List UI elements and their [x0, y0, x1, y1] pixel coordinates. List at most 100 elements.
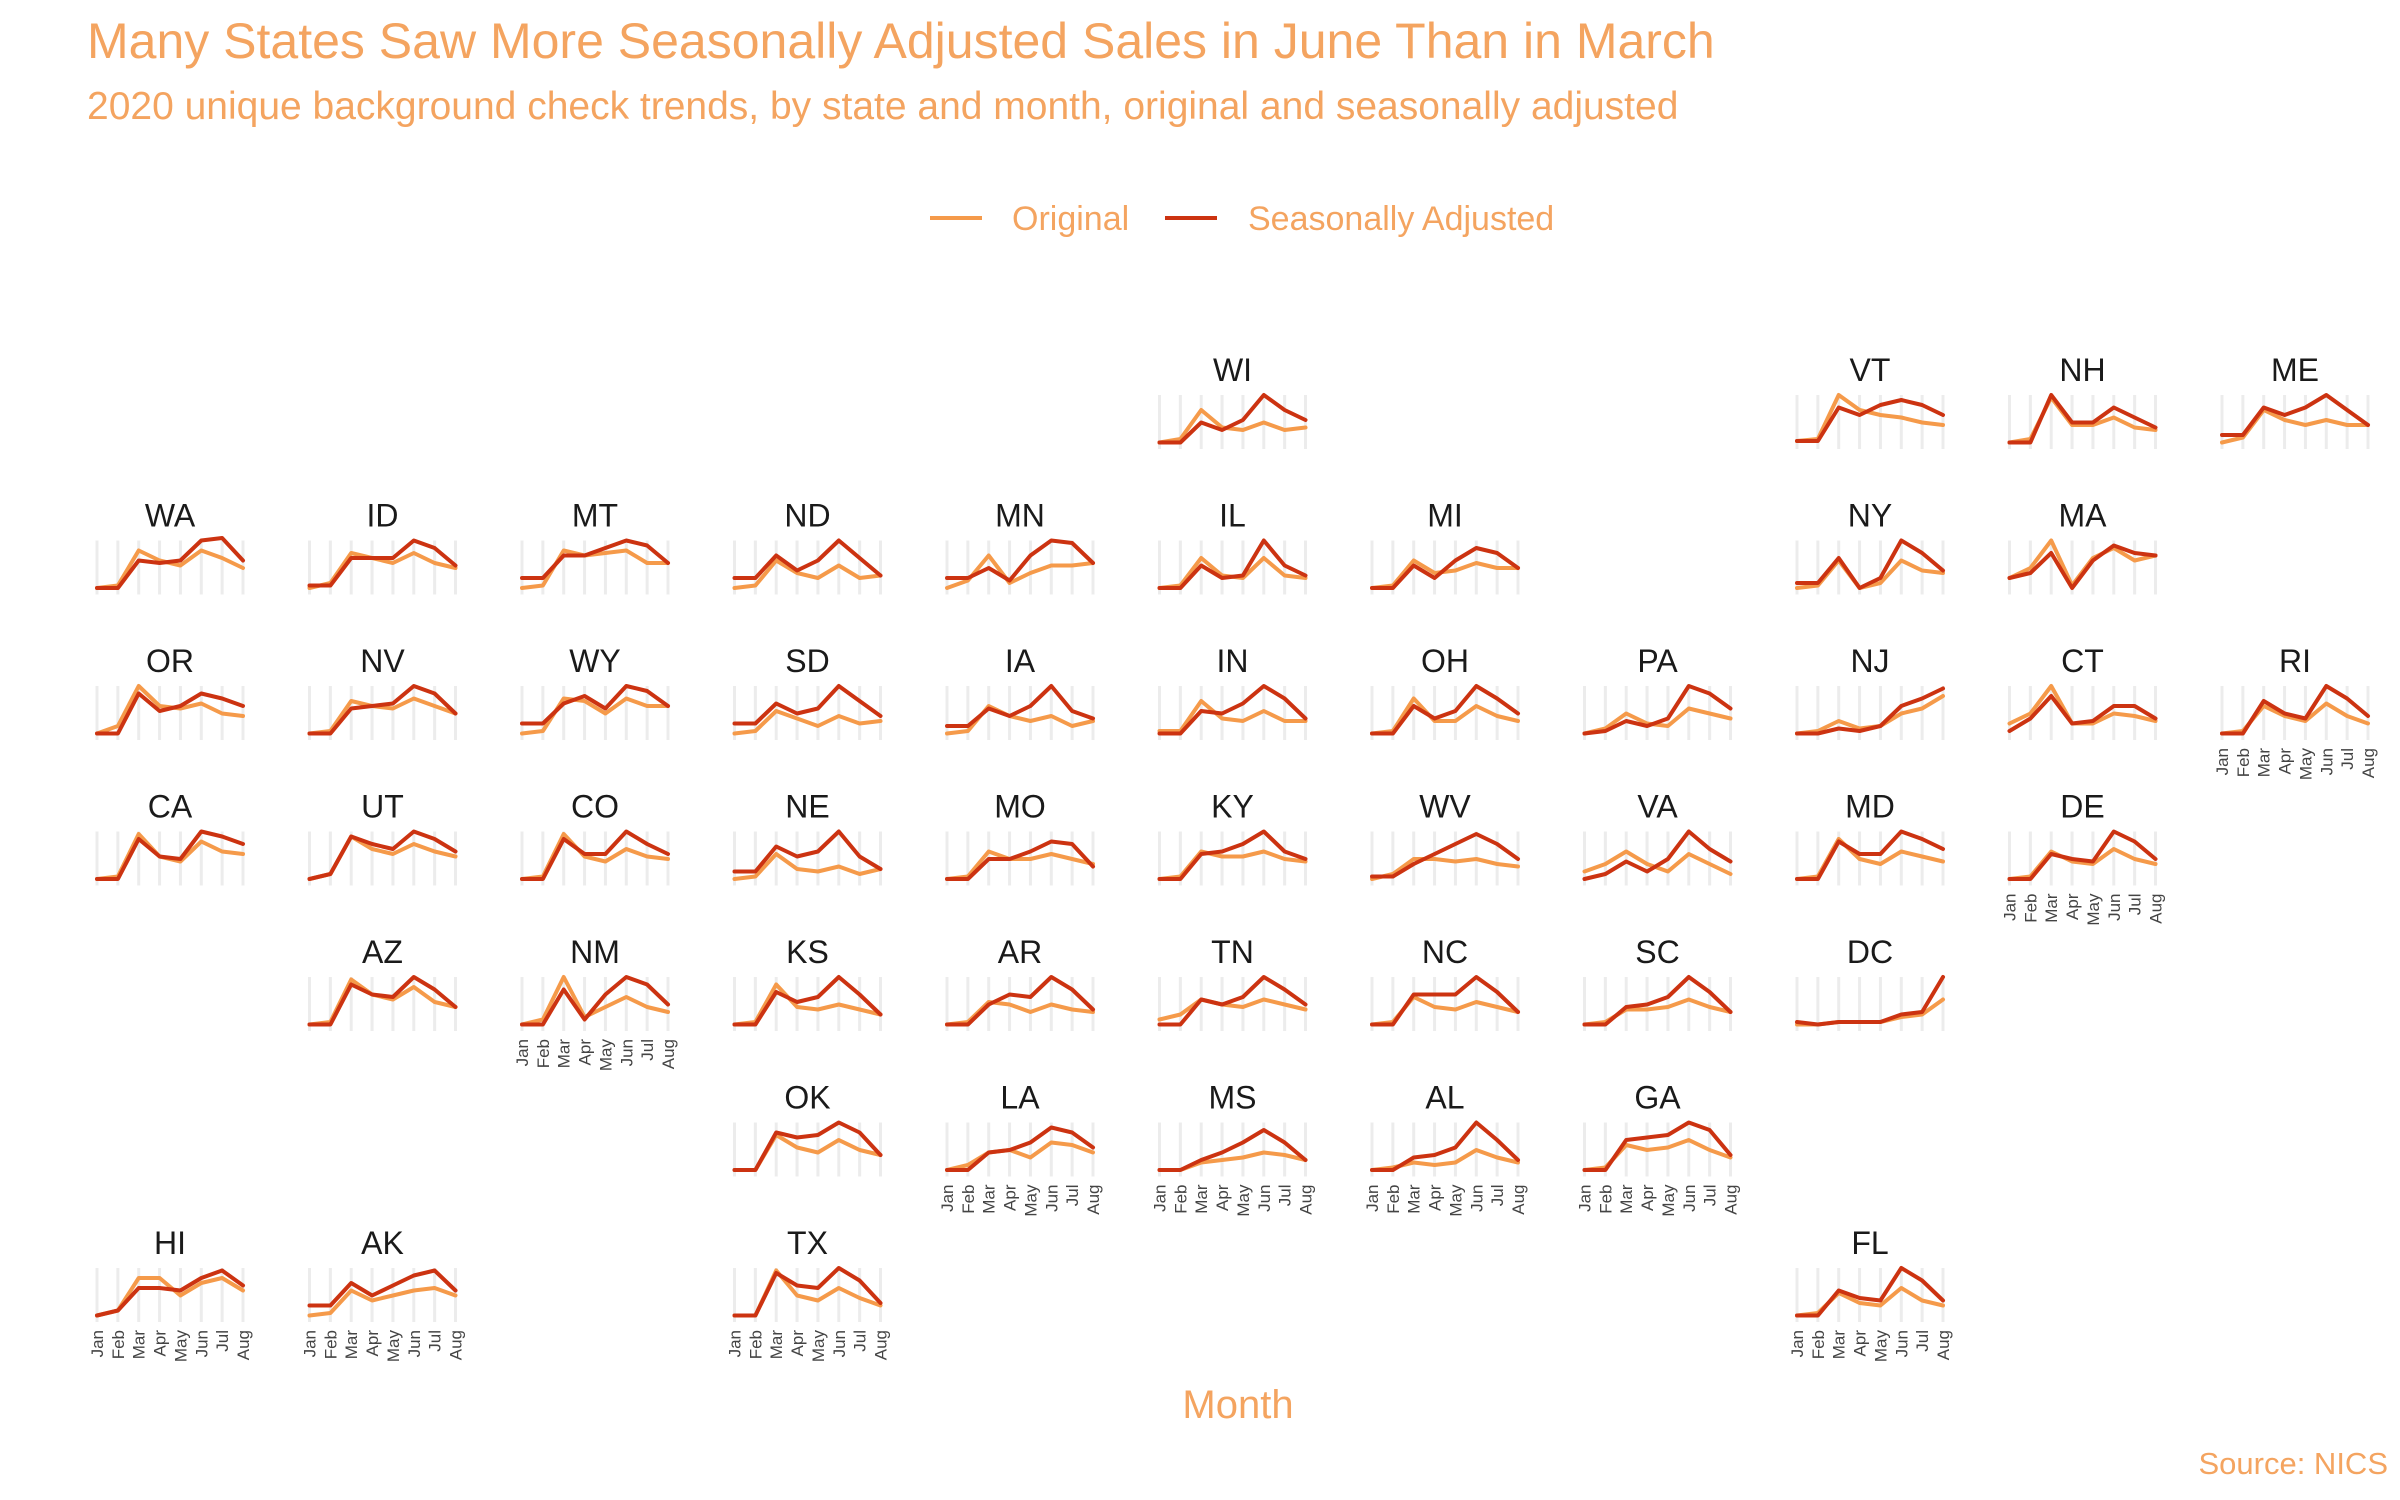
series-original-line	[520, 548, 670, 590]
x-tick-label: Feb	[2021, 894, 2040, 923]
panel-title: NE	[785, 789, 829, 825]
x-tick-label: Mar	[1617, 1184, 1636, 1214]
panel-title: MA	[2059, 498, 2108, 534]
panel-title: CO	[571, 789, 619, 825]
panel-title: KY	[1211, 789, 1254, 825]
series-adjusted-line	[732, 829, 883, 874]
x-tick-label: Jul	[213, 1330, 232, 1352]
series-adjusted-line	[1795, 686, 1945, 736]
x-tick-label: Mar	[1405, 1184, 1424, 1214]
series-adjusted-line	[945, 1125, 1095, 1172]
panel-title: ID	[367, 498, 399, 534]
panel-title: AZ	[362, 934, 403, 970]
x-tick-label: Jun	[617, 1039, 636, 1066]
panel-title: GA	[1634, 1080, 1681, 1116]
panel-title: CT	[2061, 643, 2104, 679]
series-adjusted-line	[307, 975, 458, 1027]
x-tick-label: Jun	[405, 1330, 424, 1357]
panel-title: AK	[361, 1225, 404, 1261]
series-adjusted-line	[2007, 694, 2158, 733]
x-tick-label: Jan	[513, 1039, 532, 1066]
series-adjusted-line	[1157, 975, 1308, 1027]
x-tick-label: Feb	[1384, 1185, 1403, 1214]
x-tick-label: Mar	[342, 1330, 361, 1360]
x-tick-label: Mar	[1192, 1184, 1211, 1214]
panel-ga: GA Jan Feb Mar Apr May Jun Jul Aug	[1576, 1080, 1741, 1217]
panel-ok: OK	[732, 1080, 883, 1177]
x-tick-label: Jul	[2338, 748, 2357, 770]
panel-ut: UT	[307, 789, 458, 886]
series-adjusted-line	[1582, 684, 1733, 736]
series-original-line	[732, 852, 883, 881]
series-adjusted-line	[1795, 1266, 1945, 1318]
x-tick-label: Apr	[1426, 1184, 1445, 1211]
x-tick-label: Jul	[1701, 1185, 1720, 1207]
panel-title: DC	[1847, 934, 1893, 970]
x-tick-label: Jan	[1576, 1185, 1595, 1212]
x-tick-label: Aug	[659, 1039, 678, 1069]
x-tick-label: Feb	[1596, 1185, 1615, 1214]
x-tick-label: Apr	[1638, 1184, 1657, 1211]
series-adjusted-line	[1157, 538, 1308, 590]
series-adjusted-line	[520, 684, 670, 726]
series-adjusted-line	[307, 684, 458, 736]
panel-ne: NE	[732, 789, 883, 886]
series-original-line	[1370, 696, 1520, 736]
x-tick-label: Jun	[192, 1330, 211, 1357]
panel-tx: TX Jan Feb Mar Apr May Jun Jul Aug	[726, 1225, 891, 1362]
x-tick-label: Aug	[447, 1330, 466, 1360]
panel-title: WY	[569, 643, 621, 679]
x-tick-label: Jun	[1255, 1185, 1274, 1212]
panel-title: IA	[1005, 643, 1036, 679]
x-tick-label: Mar	[1830, 1330, 1849, 1360]
x-tick-label: May	[1659, 1184, 1678, 1217]
x-tick-label: Aug	[2359, 748, 2378, 778]
x-axis-title: Month	[1182, 1383, 1293, 1427]
x-tick-label: Aug	[1509, 1185, 1528, 1215]
panel-pa: PA	[1582, 643, 1733, 740]
panel-sc: SC	[1582, 934, 1733, 1031]
x-tick-label: Jun	[1892, 1330, 1911, 1357]
series-adjusted-line	[732, 684, 883, 726]
series-adjusted-line	[1370, 975, 1520, 1027]
panel-al: AL Jan Feb Mar Apr May Jun Jul Aug	[1363, 1080, 1528, 1217]
x-tick-label: May	[1234, 1184, 1253, 1217]
series-adjusted-line	[2220, 393, 2370, 437]
panel-nh: NH	[2007, 352, 2158, 449]
panel-ky: KY	[1157, 789, 1308, 886]
x-tick-label: Jan	[938, 1185, 957, 1212]
x-tick-label: Jun	[1680, 1185, 1699, 1212]
series-adjusted-line	[520, 975, 670, 1027]
series-original-line	[1157, 408, 1308, 445]
series-adjusted-line	[1582, 829, 1733, 881]
panel-ri: RI Jan Feb Mar Apr May Jun Jul Aug	[2213, 643, 2378, 780]
x-tick-label: Apr	[2063, 893, 2082, 920]
series-original-line	[1157, 699, 1308, 733]
panel-title: NH	[2059, 352, 2105, 388]
series-original-line	[945, 849, 1095, 881]
panel-title: OK	[784, 1080, 830, 1116]
panel-ny: NY	[1795, 498, 1945, 595]
panel-dc: DC	[1795, 934, 1945, 1031]
series-adjusted-line	[945, 538, 1095, 583]
panel-va: VA	[1582, 789, 1733, 886]
panel-hi: HI Jan Feb Mar Apr May Jun Jul Aug	[88, 1225, 253, 1362]
panel-wa: WA	[95, 498, 245, 595]
panel-title: SD	[785, 643, 829, 679]
panel-fl: FL Jan Feb Mar Apr May Jun Jul Aug	[1788, 1225, 1953, 1362]
panel-mn: MN	[945, 498, 1095, 595]
x-tick-label: Mar	[767, 1330, 786, 1360]
panel-md: MD	[1795, 789, 1945, 886]
series-adjusted-line	[732, 975, 883, 1027]
x-tick-label: Jan	[301, 1330, 320, 1357]
panel-title: WA	[145, 498, 196, 534]
panel-title: NM	[570, 934, 620, 970]
x-tick-label: Jul	[1276, 1185, 1295, 1207]
x-tick-label: Mar	[980, 1184, 999, 1214]
x-tick-label: Jul	[638, 1039, 657, 1061]
panel-tn: TN	[1157, 934, 1308, 1031]
series-adjusted-line	[1370, 546, 1520, 590]
series-original-line	[520, 696, 670, 736]
panel-or: OR	[95, 643, 245, 740]
chart-title: Many States Saw More Seasonally Adjusted…	[87, 13, 1715, 69]
